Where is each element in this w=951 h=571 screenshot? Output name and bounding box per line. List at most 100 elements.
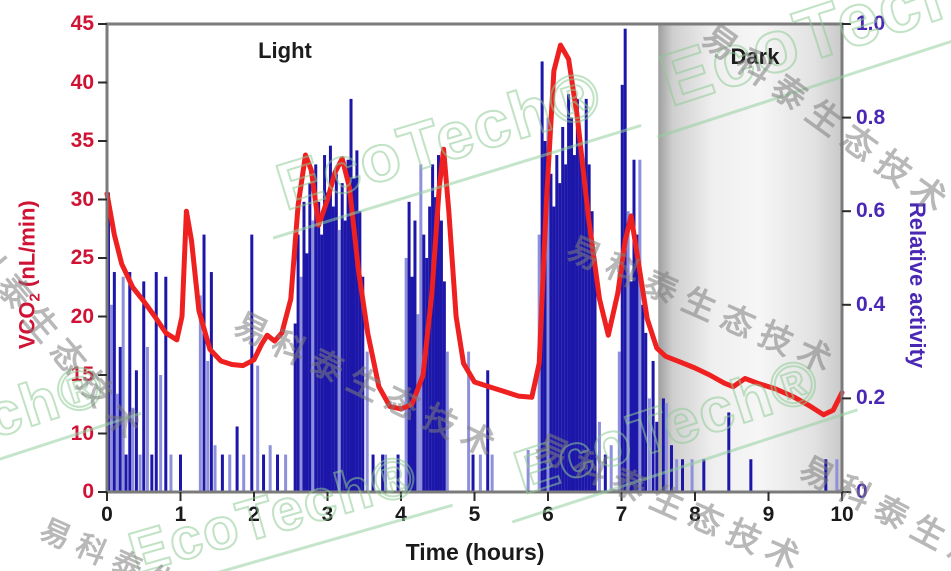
- activity-bar: [413, 220, 417, 492]
- activity-bar: [109, 304, 113, 492]
- activity-bar: [434, 197, 438, 492]
- activity-bar: [337, 229, 341, 493]
- activity-bar: [202, 234, 206, 492]
- activity-bar: [138, 454, 142, 492]
- activity-bar: [651, 360, 655, 492]
- activity-bar: [445, 351, 449, 492]
- y-right-tick-label: 0.4: [856, 292, 886, 316]
- activity-bar: [228, 454, 232, 492]
- activity-bar: [115, 393, 119, 492]
- activity-bar: [331, 206, 335, 492]
- y-left-tick-label: 25: [70, 246, 94, 269]
- activity-bar: [431, 164, 435, 492]
- activity-bar: [471, 454, 475, 492]
- x-tick-label: 8: [689, 503, 701, 526]
- activity-bar: [410, 276, 414, 492]
- activity-bar: [284, 454, 288, 492]
- activity-bar: [349, 98, 353, 492]
- activity-bar: [546, 117, 550, 492]
- activity-bar: [142, 281, 146, 492]
- activity-bar: [675, 459, 679, 492]
- activity-bar: [384, 454, 388, 492]
- dark-region-band: [658, 24, 842, 492]
- activity-bar: [323, 155, 327, 493]
- activity-bar: [361, 276, 365, 492]
- activity-bar: [352, 178, 356, 492]
- activity-bar: [702, 459, 706, 492]
- activity-bar: [490, 454, 494, 492]
- activity-bar: [381, 454, 385, 492]
- activity-bar: [296, 234, 300, 492]
- activity-bar: [824, 459, 828, 492]
- activity-bar: [124, 454, 128, 492]
- activity-bar: [609, 445, 613, 492]
- activity-bar: [664, 403, 668, 492]
- x-tick-label: 9: [762, 503, 775, 526]
- activity-bar: [150, 454, 154, 492]
- x-axis-title: Time (hours): [405, 539, 545, 565]
- activity-bar: [578, 136, 582, 492]
- x-tick-label: 3: [321, 503, 334, 526]
- y-left-tick-label: 45: [70, 12, 94, 35]
- activity-bar: [727, 412, 731, 492]
- activity-bar: [317, 201, 321, 492]
- activity-bar: [206, 360, 210, 492]
- activity-bar: [419, 164, 423, 492]
- x-tick-label: 4: [395, 503, 407, 526]
- activity-bar: [647, 398, 651, 492]
- activity-bar: [575, 98, 579, 492]
- y-left-tick-label: 15: [70, 363, 94, 386]
- activity-bar: [179, 454, 182, 492]
- y-left-tick-label: 35: [70, 129, 94, 152]
- light-region-label: Light: [258, 38, 312, 63]
- y-right-tick-label: 0.6: [856, 199, 886, 223]
- activity-bar: [617, 351, 621, 492]
- activity-bar: [552, 206, 556, 492]
- activity-bar: [343, 220, 347, 492]
- activity-bar: [256, 365, 260, 492]
- activity-bar: [276, 454, 280, 492]
- activity-bar: [308, 183, 312, 492]
- activity-bar: [590, 211, 594, 492]
- activity-bar: [404, 258, 408, 492]
- x-tick-label: 6: [542, 503, 554, 526]
- activity-bar: [293, 323, 297, 492]
- activity-bar: [346, 159, 350, 492]
- x-tick-label: 10: [830, 503, 854, 526]
- y-left-tick-label: 40: [70, 70, 94, 94]
- activity-bar: [467, 351, 471, 492]
- activity-bar: [154, 272, 158, 492]
- activity-bar: [593, 258, 597, 492]
- activity-bar: [311, 220, 315, 492]
- dark-region-label: Dark: [730, 44, 780, 69]
- activity-bar: [305, 253, 309, 492]
- x-tick-label: 2: [248, 503, 260, 526]
- activity-bar: [328, 145, 332, 492]
- activity-bar: [407, 201, 411, 492]
- activity-bar: [396, 454, 400, 492]
- y-left-tick-label: 10: [70, 421, 94, 445]
- activity-bar: [581, 173, 585, 492]
- x-tick-label: 0: [101, 503, 113, 526]
- activity-bar: [561, 126, 565, 493]
- activity-bar: [365, 351, 369, 492]
- activity-bar: [632, 159, 636, 492]
- activity-bar: [749, 459, 753, 492]
- activity-bar: [302, 201, 306, 492]
- activity-bar: [121, 276, 125, 492]
- activity-bar: [235, 426, 239, 492]
- activity-bar: [112, 272, 116, 492]
- activity-bar: [835, 459, 839, 492]
- activity-bar: [358, 211, 362, 492]
- y-left-tick-label: 20: [70, 304, 94, 328]
- activity-bar: [428, 206, 432, 492]
- activity-bar: [584, 98, 588, 492]
- activity-bar: [603, 454, 607, 492]
- activity-bar: [543, 141, 547, 492]
- activity-bar: [681, 459, 685, 492]
- activity-bar: [570, 117, 574, 492]
- activity-bar: [340, 183, 344, 492]
- activity-bar: [320, 234, 324, 492]
- activity-bar: [213, 445, 217, 492]
